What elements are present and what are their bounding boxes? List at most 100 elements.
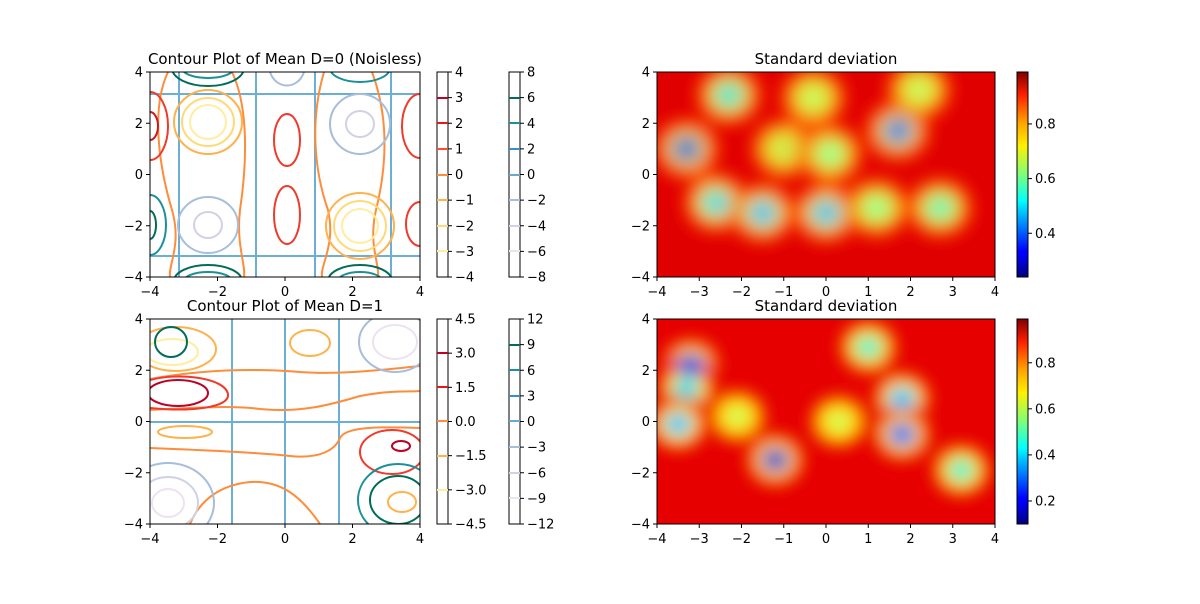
colorbar-std-d1: 0.8 0.6 0.4 0.2: [1016, 318, 1056, 525]
heatmap-cell: [895, 392, 910, 405]
colorbar-tick-label: 0.4: [1035, 227, 1056, 242]
heatmap-cell: [768, 453, 783, 466]
colorbar-tick-label: −8: [527, 271, 546, 286]
colorbar-tick-label: −4.5: [455, 518, 487, 533]
x-tick-label: −2: [732, 285, 751, 300]
colorbar-tick-label: −1.5: [455, 449, 487, 464]
colorbar-tick-label: 1: [455, 142, 463, 157]
x-tick-label: −4: [140, 532, 159, 547]
title-std-d0: Standard deviation: [755, 50, 898, 68]
colorbar-mean-d1-series2: 12 9 6 3 0 −3 −6 −9 −12: [508, 313, 554, 533]
x-tick-label: 1: [864, 285, 872, 300]
colorbar-tick-label: −3: [527, 441, 546, 456]
y-tick-label: 0: [135, 168, 143, 183]
colorbar-mean-d0-series1: 4 3 2 1 0 −1 −2 −3 −4: [436, 66, 474, 286]
colorbar-tick-label: 0: [527, 168, 535, 183]
heatmap-std-d0: [657, 72, 995, 277]
panel-mean-d0: −4 −2 0 2 4 −4 −2 0 2 4 Contour Plot of Mean D=0 …: [124, 50, 546, 300]
y-tick-label: 2: [135, 117, 143, 132]
x-tick-label: −2: [732, 532, 751, 547]
heatmap-cell: [671, 418, 686, 431]
heatmap-cell: [721, 89, 736, 102]
x-tick-label: 2: [348, 285, 356, 300]
heatmap-cell: [679, 142, 694, 155]
heatmap-cell: [730, 410, 745, 423]
x-tick-label: −3: [690, 532, 709, 547]
x-tick-label: 2: [906, 532, 914, 547]
colorbar-tick-label: −2: [527, 194, 546, 209]
x-tick-label: 0: [822, 285, 830, 300]
colorbar-tick-label: 9: [527, 338, 535, 353]
x-tick-label: −4: [140, 285, 159, 300]
colorbar-tick-label: 0.2: [1035, 494, 1056, 509]
heatmap-cell: [823, 148, 838, 160]
colorbar-mean-d0-series2: 8 6 4 2 0 −2 −4 −6 −8: [508, 66, 546, 286]
colorbar-tick-label: −3: [455, 245, 474, 260]
heatmap-cell: [861, 341, 876, 354]
y-tick-label: 4: [135, 313, 143, 328]
colorbar-tick-label: −9: [527, 492, 546, 507]
axes-std-d1: −4 −3 −2 −1 0 1 2 3 4 −4 −2 0 2 4: [631, 313, 999, 548]
colorbar-tick-label: −12: [527, 518, 554, 533]
colorbar-tick-label: 0.8: [1035, 117, 1056, 132]
y-tick-label: −2: [124, 219, 143, 234]
x-tick-label: −2: [208, 285, 227, 300]
y-tick-label: 2: [642, 117, 650, 132]
colorbar-tick-label: 3: [455, 91, 463, 106]
y-tick-label: 2: [135, 364, 143, 379]
x-tick-label: 4: [991, 532, 999, 547]
colorbar-tick-label: 0: [455, 168, 463, 183]
colorbar-tick-label: 0.6: [1035, 402, 1056, 417]
heatmap-cell: [679, 382, 694, 395]
x-tick-label: −2: [208, 532, 227, 547]
heatmap-cell: [869, 201, 884, 214]
x-tick-label: 0: [281, 285, 289, 300]
y-tick-label: −4: [124, 518, 143, 533]
colorbar-mean-d1-series1: 4.5 3.0 1.5 0.0 −1.5 −3.0 −4.5: [436, 313, 487, 533]
y-tick-label: −4: [631, 518, 650, 533]
heatmap-std-d1: [657, 319, 995, 524]
title-mean-d1: Contour Plot of Mean D=1: [187, 297, 383, 315]
colorbar-tick-label: 6: [527, 364, 535, 379]
colorbar-tick-label: 0.0: [455, 415, 476, 430]
heatmap-cell: [709, 196, 724, 209]
y-tick-label: 4: [135, 66, 143, 81]
x-tick-label: 0: [822, 532, 830, 547]
colorbar-std-d0: 0.8 0.6 0.4: [1016, 71, 1056, 278]
x-tick-label: 4: [416, 532, 424, 547]
y-tick-label: −2: [631, 466, 650, 481]
title-mean-d0: Contour Plot of Mean D=0 (Noisless): [148, 50, 422, 68]
x-tick-label: −3: [690, 285, 709, 300]
colorbar-tick-label: 4.5: [455, 313, 476, 328]
x-tick-label: 4: [991, 285, 999, 300]
x-tick-label: −4: [647, 285, 666, 300]
colorbar-tick-label: 2: [455, 117, 463, 132]
y-tick-label: 0: [642, 415, 650, 430]
heatmap-cell: [776, 142, 791, 155]
contour-lines-d1: [150, 319, 420, 524]
heatmap-cell: [933, 201, 948, 214]
colorbar-tick-label: −6: [527, 245, 546, 260]
x-tick-label: 3: [949, 532, 957, 547]
colorbar-tick-label: −6: [527, 466, 546, 481]
colorbar-tick-label: 3.0: [455, 347, 476, 362]
title-std-d1: Standard deviation: [755, 297, 898, 315]
colorbar-tick-label: 0.8: [1035, 356, 1056, 371]
x-tick-label: 2: [348, 532, 356, 547]
heatmap-cell: [755, 206, 770, 219]
x-tick-label: 1: [864, 532, 872, 547]
colorbar-tick-label: 12: [527, 313, 544, 328]
x-tick-label: 4: [416, 285, 424, 300]
colorbar-tick-label: 3: [527, 389, 535, 404]
x-tick-label: 0: [281, 532, 289, 547]
colorbar-tick-label: 2: [527, 142, 535, 157]
colorbar-tick-label: 0.4: [1035, 448, 1056, 463]
y-tick-label: −2: [124, 466, 143, 481]
y-tick-label: −4: [124, 271, 143, 286]
heatmap-cell: [819, 206, 833, 219]
x-tick-label: −1: [774, 532, 793, 547]
colorbar-tick-label: 0.6: [1035, 172, 1056, 187]
